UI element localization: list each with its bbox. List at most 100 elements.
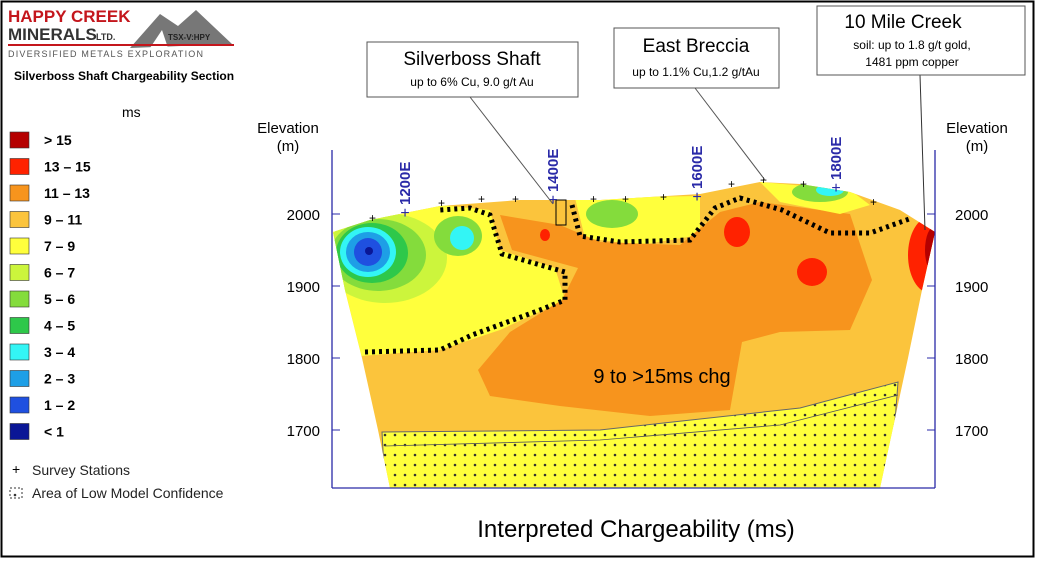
easting-cross: + (831, 180, 840, 197)
callout-box (613, 27, 780, 89)
station: + (369, 211, 376, 225)
callout-arrow (919, 74, 926, 231)
easting-label: 1600E (689, 146, 706, 189)
tick-label-right: 2000 (955, 207, 988, 224)
tick-label-left: 1800 (287, 351, 320, 368)
low-confidence-area (381, 381, 899, 488)
station: + (728, 177, 735, 191)
station: + (478, 192, 485, 206)
callout-title: East Breccia (643, 36, 750, 57)
left-axis-unit: (m) (277, 138, 300, 155)
legend-swatch (9, 158, 30, 175)
callout-east-breccia: East Breccia up to 1.1% Cu,1.2 g/tAu (613, 27, 780, 181)
legend-swatch (9, 184, 30, 202)
tick-label-right: 1700 (955, 423, 988, 440)
legend-swatch (9, 370, 30, 387)
legend-swatch (9, 290, 30, 308)
legend-swatch (9, 237, 30, 255)
callout-silverboss: Silverboss Shaft up to 6% Cu, 9.0 g/t Au (366, 41, 579, 205)
logo-line2: MINERALS (8, 25, 97, 44)
tick-label-left: 1900 (287, 279, 320, 296)
station: + (870, 195, 877, 209)
legend-swatch (9, 211, 30, 228)
legend-label: 5 – 6 (44, 291, 75, 307)
station: + (512, 192, 519, 206)
contour-lt1 (365, 247, 373, 255)
low-confidence-legend: Area of Low Model Confidence (32, 485, 224, 501)
boundary-east (569, 195, 913, 245)
logo-tagline: DIVERSIFIED METALS EXPLORATION (8, 49, 204, 59)
legend-label: 3 – 4 (44, 344, 75, 360)
legend-swatch (9, 264, 30, 281)
tick-label-left: 2000 (287, 207, 320, 224)
logo-suffix: LTD. (96, 32, 115, 42)
contour-13-15 (797, 258, 827, 286)
logo-mountain-snow (150, 30, 168, 48)
legend-label: 7 – 9 (44, 238, 75, 254)
station: + (438, 196, 445, 210)
legend-label: 2 – 3 (44, 371, 75, 387)
easting-cross: + (400, 205, 409, 222)
station-symbol: + (12, 461, 20, 477)
station: + (800, 177, 807, 191)
callout-text: up to 1.1% Cu,1.2 g/tAu (632, 65, 759, 79)
logo-rule (8, 44, 234, 46)
eastings: +1200E +1400E+1600E +1800E (397, 137, 845, 222)
callout-title: Silverboss Shaft (403, 49, 541, 70)
contour-13-15 (724, 217, 750, 247)
low-confidence-swatch (9, 487, 23, 499)
callout-arrow (469, 96, 554, 205)
callout-text: up to 6% Cu, 9.0 g/t Au (410, 75, 533, 89)
contour-top-green (586, 200, 638, 228)
callout-text: soil: up to 1.8 g/t gold, (853, 38, 970, 52)
station: + (660, 190, 667, 204)
contour-13-15 (908, 217, 935, 293)
left-axis-label: Elevation (257, 120, 319, 137)
easting-label: 1400E (545, 149, 562, 192)
legend-swatch (9, 131, 30, 149)
low-confidence-line (384, 394, 899, 447)
callout-box (366, 41, 579, 98)
callout-title: 10 Mile Creek (844, 12, 962, 33)
right-axis-label: Elevation (946, 120, 1008, 137)
legend-label: 1 – 2 (44, 397, 75, 413)
section-title: Silverboss Shaft Chargeability Section (14, 69, 234, 83)
callout-arrow (694, 87, 766, 181)
easting-cross: + (692, 189, 701, 206)
easting-cross: + (548, 192, 557, 209)
caption: Interpreted Chargeability (ms) (477, 516, 794, 543)
legend-label: < 1 (44, 424, 64, 440)
legend-swatch (9, 343, 30, 361)
logo-line1: HAPPY CREEK (8, 7, 131, 26)
tick-label-right: 1800 (955, 351, 988, 368)
callout-10-mile: 10 Mile Creek soil: up to 1.8 g/t gold, … (816, 5, 1026, 231)
contour-cyan (450, 226, 474, 250)
logo-ticker: TSX-V:HPY (168, 33, 211, 42)
logo-mountain (130, 10, 232, 48)
shaft (555, 199, 567, 226)
easting-label: 1800E (828, 137, 845, 180)
station: + (760, 173, 767, 187)
right-axis-unit: (m) (966, 138, 989, 155)
station: + (590, 192, 597, 206)
contour-11-13 (478, 202, 872, 416)
legend-label: 6 – 7 (44, 265, 75, 281)
legend-label: > 15 (44, 132, 72, 148)
station: + (622, 192, 629, 206)
boundary-west (364, 205, 568, 355)
callout-text: 1481 ppm copper (865, 55, 958, 69)
easting-label: 1200E (397, 162, 414, 205)
legend-swatch (9, 317, 30, 334)
tick-label-left: 1700 (287, 423, 320, 440)
station-legend: Survey Stations (32, 462, 130, 478)
legend-swatch (9, 423, 30, 440)
legend-swatch (9, 396, 30, 414)
annotation: 9 to >15ms chg (593, 366, 730, 388)
elevation-ticks: 2000 2000 1900 1900 1800 1800 1700 1700 (287, 207, 989, 440)
legend: > 15 13 – 15 11 – 13 9 – 11 7 – 9 6 – 7 5 – 6 4… (9, 131, 91, 440)
stations: + + + + + + + + + + + (369, 173, 877, 225)
legend-label: 9 – 11 (44, 212, 82, 228)
